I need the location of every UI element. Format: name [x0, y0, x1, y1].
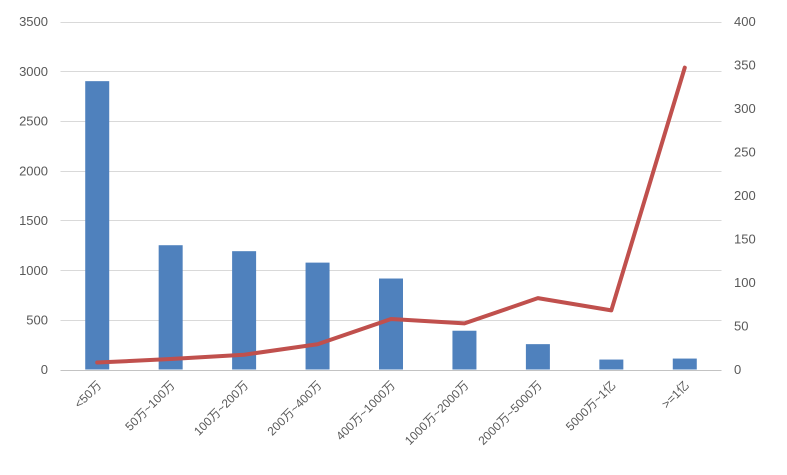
x-axis-category-label: 200万~400万 — [265, 378, 325, 438]
bar — [305, 262, 330, 370]
bar — [599, 359, 624, 370]
y-axis-left-tick-label: 3000 — [19, 64, 48, 79]
x-axis-category-label: 100万~200万 — [191, 378, 251, 438]
y-axis-left-tick-label: 1000 — [19, 263, 48, 278]
y-axis-left-tick-label: 1500 — [19, 213, 48, 228]
bar — [672, 358, 697, 370]
y-axis-left-tick-label: 3500 — [19, 14, 48, 29]
x-axis-category-label: >=1亿 — [658, 378, 692, 412]
bar — [379, 278, 403, 370]
x-axis-category-label: 400万~1000万 — [333, 378, 398, 443]
x-axis-category-label: <50万 — [72, 378, 105, 411]
x-axis-category-label: 2000万~5000万 — [475, 378, 545, 448]
y-axis-right-tick-label: 50 — [734, 319, 748, 334]
y-axis-left-tick-label: 500 — [26, 312, 48, 327]
x-axis-category-label: 50万~100万 — [122, 378, 177, 433]
y-axis-left-tick-label: 2500 — [19, 114, 48, 129]
y-axis-right-tick-label: 400 — [734, 14, 756, 29]
bar — [232, 251, 257, 370]
y-axis-right-tick-label: 200 — [734, 188, 756, 203]
y-axis-right-tick-label: 100 — [734, 275, 756, 290]
y-axis-right-tick-label: 350 — [734, 58, 756, 73]
y-axis-right-tick-label: 150 — [734, 232, 756, 247]
x-axis-category-label: 1000万~2000万 — [402, 378, 472, 448]
y-axis-right-tick-label: 0 — [734, 362, 741, 377]
y-axis-right-tick-label: 300 — [734, 101, 756, 116]
bar — [452, 330, 477, 370]
bar — [158, 245, 183, 370]
bar — [85, 81, 110, 370]
y-axis-left-tick-label: 0 — [41, 362, 48, 377]
line-series — [95, 65, 687, 365]
y-axis-right-tick-label: 250 — [734, 145, 756, 160]
y-axis-left-tick-label: 2000 — [19, 163, 48, 178]
bar — [525, 344, 550, 370]
x-axis-category-label: 5000万~1亿 — [562, 378, 618, 434]
